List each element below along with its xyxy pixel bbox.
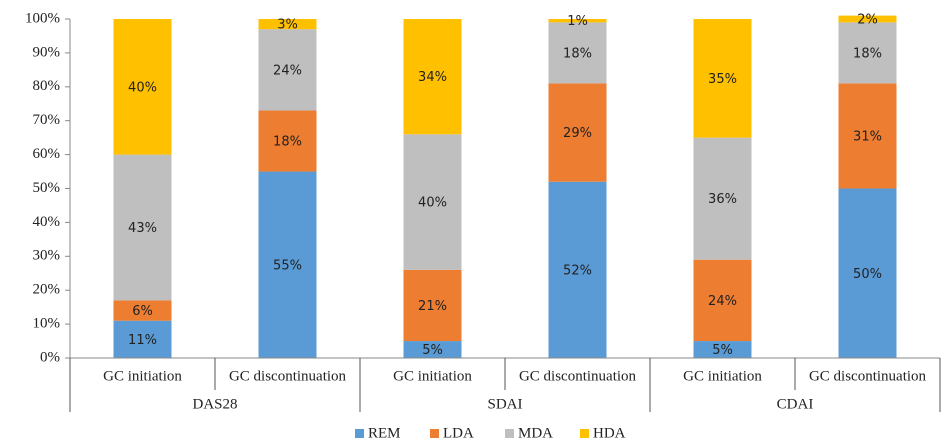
value-label: 2% [857, 13, 878, 28]
bar-segment [258, 110, 317, 172]
value-label: 29% [563, 126, 592, 141]
value-label: 31% [853, 129, 882, 144]
value-label: 1% [567, 14, 588, 29]
legend-label: LDA [443, 425, 474, 441]
value-label: 40% [418, 196, 447, 211]
bar-segment [113, 19, 172, 155]
bar-segment [548, 181, 607, 358]
legend-swatch [580, 429, 589, 438]
legend-swatch [505, 429, 514, 438]
bar-segment [838, 15, 897, 23]
bar-segment [258, 19, 317, 30]
value-label: 5% [712, 343, 733, 358]
y-tick-label: 10% [33, 316, 61, 332]
bar-segment [838, 22, 897, 84]
bar-segment [693, 341, 752, 358]
y-tick-label: 90% [33, 44, 61, 60]
value-label: 35% [708, 72, 737, 87]
group-label: DAS28 [192, 396, 237, 412]
bar-segment [258, 171, 317, 358]
bar-segment [403, 19, 462, 135]
value-label: 18% [563, 46, 592, 61]
y-tick-label: 30% [33, 248, 61, 264]
group-label: SDAI [487, 396, 522, 412]
y-tick-label: 0% [40, 349, 60, 365]
x-tick-label: GC initiation [393, 368, 472, 384]
value-label: 36% [708, 192, 737, 207]
bar-segment [258, 29, 317, 111]
bar-segment [548, 83, 607, 182]
value-label: 43% [128, 221, 157, 236]
bar-segment [548, 19, 607, 23]
value-label: 6% [132, 304, 153, 319]
value-label: 34% [418, 70, 447, 85]
value-label: 18% [853, 46, 882, 61]
y-tick-label: 60% [33, 146, 61, 162]
bar-segment [693, 137, 752, 260]
bar-segment [403, 269, 462, 342]
value-label: 18% [273, 135, 302, 150]
legend-label: REM [368, 425, 401, 441]
y-tick-label: 20% [33, 282, 61, 298]
y-tick-label: 100% [25, 10, 60, 26]
y-tick-label: 50% [33, 180, 61, 196]
bar-segment [113, 154, 172, 301]
bar-segment [403, 134, 462, 270]
value-label: 21% [418, 299, 447, 314]
value-label: 3% [277, 18, 298, 33]
group-label: CDAI [777, 396, 814, 412]
legend-label: MDA [518, 425, 553, 441]
y-tick-label: 80% [33, 78, 61, 94]
y-tick-label: 70% [33, 112, 61, 128]
legend-swatch [355, 429, 364, 438]
x-tick-label: GC initiation [683, 368, 762, 384]
bar-segment [838, 188, 897, 358]
value-label: 24% [273, 63, 302, 78]
bar-segment [113, 300, 172, 321]
bar-segment [403, 341, 462, 358]
x-tick-label: GC discontinuation [229, 368, 347, 384]
value-label: 55% [273, 258, 302, 273]
x-tick-label: GC discontinuation [519, 368, 637, 384]
bar-segment [113, 320, 172, 358]
value-label: 24% [708, 294, 737, 309]
value-label: 11% [128, 333, 157, 348]
bar-segment [693, 259, 752, 342]
legend-swatch [430, 429, 439, 438]
value-label: 5% [422, 343, 443, 358]
legend-label: HDA [593, 425, 626, 441]
value-label: 52% [563, 263, 592, 278]
value-label: 50% [853, 267, 882, 282]
x-tick-label: GC discontinuation [809, 368, 927, 384]
bar-segment [548, 22, 607, 84]
bar-segment [838, 83, 897, 189]
value-label: 40% [128, 80, 157, 95]
x-tick-label: GC initiation [103, 368, 182, 384]
bar-segment [693, 19, 752, 138]
y-tick-label: 40% [33, 214, 61, 230]
